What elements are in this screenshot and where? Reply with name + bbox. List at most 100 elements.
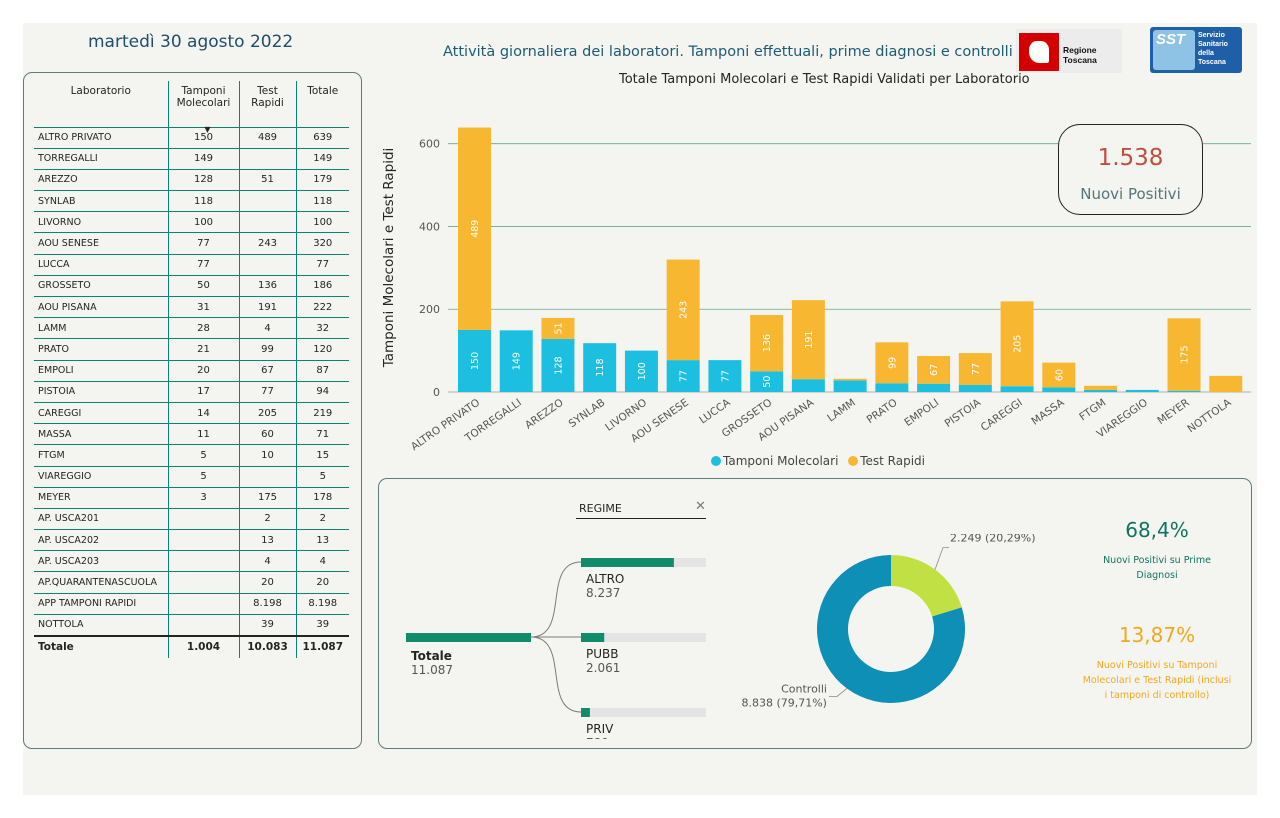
- cell-tamponi-molecolari: 14: [167, 402, 239, 425]
- bar-molecolari[interactable]: [624, 350, 658, 392]
- header-test-rapidi[interactable]: Test Rapidi: [238, 81, 296, 128]
- bar-molecolari[interactable]: [1125, 389, 1159, 392]
- cell-tamponi-molecolari: [167, 529, 239, 552]
- cell-test-rapidi: [238, 190, 296, 213]
- tree-child-name: PRIV: [586, 722, 614, 736]
- bar-molecolari[interactable]: [917, 383, 951, 392]
- bar-molecolari[interactable]: [1000, 386, 1034, 392]
- donut-slice[interactable]: [817, 555, 965, 703]
- table-row[interactable]: PISTOIA 17 77 94: [34, 381, 349, 403]
- table-row[interactable]: AOU PISANA 31 191 222: [34, 296, 349, 319]
- bar-molecolari[interactable]: [875, 383, 909, 392]
- tree-child-track: [581, 633, 706, 642]
- cell-totale: 32: [295, 317, 349, 340]
- table-row[interactable]: AREZZO 128 51 179: [34, 169, 349, 192]
- bar-rapidi[interactable]: [917, 355, 951, 384]
- header-totale[interactable]: Totale: [295, 81, 349, 128]
- bar-rapidi[interactable]: [750, 315, 784, 372]
- cell-tamponi-molecolari: 5: [167, 444, 239, 467]
- table-row[interactable]: CAREGGI 14 205 219: [34, 402, 349, 425]
- tree-child-value: 2.061: [586, 661, 620, 675]
- table-row[interactable]: ALTRO PRIVATO 150 489 639: [34, 127, 349, 149]
- bar-molecolari[interactable]: [750, 371, 784, 392]
- header-tamponi-molecolari[interactable]: Tamponi Molecolari ▼: [167, 81, 239, 134]
- bar-molecolari[interactable]: [499, 330, 533, 392]
- bar-rapidi[interactable]: [875, 342, 909, 384]
- cell-totale: 39: [295, 614, 349, 637]
- table-row[interactable]: AP.QUARANTENASCUOLA 20 20: [34, 571, 349, 594]
- bar-rapidi[interactable]: [833, 378, 867, 381]
- legend-label-molecolari[interactable]: Tamponi Molecolari: [723, 454, 839, 468]
- donut-leader-line: [934, 547, 950, 570]
- bar-rapidi[interactable]: [1000, 301, 1034, 387]
- legend-label-rapidi[interactable]: Test Rapidi: [860, 454, 926, 468]
- regime-filter-label[interactable]: REGIME: [579, 502, 622, 515]
- cell-totale: 219: [295, 402, 349, 425]
- bar-data-label: 77: [971, 363, 982, 375]
- bar-rapidi[interactable]: [541, 317, 575, 340]
- donut-slice[interactable]: [891, 555, 962, 617]
- tree-child-bar[interactable]: [581, 558, 674, 567]
- clear-filter-icon[interactable]: ✕: [695, 499, 706, 514]
- bar-molecolari[interactable]: [791, 379, 825, 392]
- table-row[interactable]: FTGM 5 10 15: [34, 444, 349, 467]
- table-row[interactable]: LIVORNO 100 100: [34, 211, 349, 234]
- table-row[interactable]: TORREGALLI 149 149: [34, 148, 349, 170]
- cell-totale: 100: [295, 211, 349, 234]
- bar-rapidi[interactable]: [958, 353, 992, 385]
- tree-child-bar[interactable]: [581, 633, 605, 642]
- cell-test-rapidi: 243: [238, 232, 296, 255]
- table-row[interactable]: AP. USCA202 13 13: [34, 529, 349, 552]
- bar-rapidi[interactable]: [1167, 318, 1201, 391]
- bar-rapidi[interactable]: [1042, 362, 1076, 388]
- header-laboratorio[interactable]: Laboratorio: [34, 81, 168, 128]
- bar-rapidi[interactable]: [1209, 375, 1243, 392]
- sst-logo: SST Servizio Sanitario della Toscana: [1150, 27, 1242, 73]
- table-row[interactable]: VIAREGGIO 5 5: [34, 466, 349, 488]
- table-row[interactable]: LUCCA 77 77: [34, 254, 349, 276]
- table-row[interactable]: APP TAMPONI RAPIDI 8.198 8.198: [34, 593, 349, 615]
- cell-test-rapidi: 136: [238, 275, 296, 298]
- table-row[interactable]: GROSSETO 50 136 186: [34, 275, 349, 298]
- bar-data-label: 51: [553, 322, 564, 334]
- bar-molecolari[interactable]: [666, 360, 700, 392]
- table-row[interactable]: NOTTOLA 39 39: [34, 614, 349, 637]
- cell-laboratorio: TORREGALLI: [34, 148, 168, 170]
- tree-connector: [530, 636, 582, 713]
- bar-molecolari[interactable]: [1042, 387, 1076, 392]
- laboratory-table: Laboratorio Tamponi Molecolari ▼ Test Rap…: [34, 81, 349, 658]
- donut-leader-line: [828, 688, 848, 697]
- tree-child-value: 789: [586, 736, 609, 739]
- bar-rapidi[interactable]: [791, 300, 825, 380]
- cell-test-rapidi: 8.198: [238, 593, 296, 615]
- cell-totale: 639: [295, 127, 349, 149]
- table-row[interactable]: MASSA 11 60 71: [34, 423, 349, 446]
- table-row[interactable]: EMPOLI 20 67 87: [34, 360, 349, 382]
- bar-molecolari[interactable]: [833, 380, 867, 392]
- bar-molecolari[interactable]: [708, 360, 742, 392]
- bar-molecolari[interactable]: [958, 384, 992, 392]
- bar-data-label: 50: [762, 376, 773, 388]
- tree-child-bar[interactable]: [581, 708, 590, 717]
- table-row[interactable]: LAMM 28 4 32: [34, 317, 349, 340]
- cell-totale: 120: [295, 338, 349, 361]
- table-row[interactable]: AP. USCA201 2 2: [34, 508, 349, 531]
- donut-chart: Prime Diagnosi2.249 (20,29%)Controlli8.8…: [741, 534, 1035, 709]
- cell-laboratorio: LIVORNO: [34, 211, 168, 234]
- bar-molecolari[interactable]: [1167, 390, 1201, 392]
- bar-molecolari[interactable]: [1084, 389, 1118, 392]
- bar-molecolari[interactable]: [458, 329, 491, 392]
- table-row[interactable]: AP. USCA203 4 4: [34, 550, 349, 573]
- cell-tamponi-molecolari: [167, 571, 239, 594]
- table-row[interactable]: MEYER 3 175 178: [34, 487, 349, 509]
- table-row[interactable]: AOU SENESE 77 243 320: [34, 232, 349, 255]
- bar-rapidi[interactable]: [458, 127, 491, 330]
- table-row[interactable]: SYNLAB 118 118: [34, 190, 349, 213]
- bar-rapidi[interactable]: [666, 259, 700, 361]
- bar-molecolari[interactable]: [583, 343, 617, 392]
- bar-rapidi[interactable]: [1084, 385, 1118, 390]
- table-row[interactable]: PRATO 21 99 120: [34, 338, 349, 361]
- bar-data-label: 175: [1180, 345, 1191, 363]
- tree-root-bar[interactable]: [406, 633, 531, 642]
- bar-molecolari[interactable]: [541, 339, 575, 392]
